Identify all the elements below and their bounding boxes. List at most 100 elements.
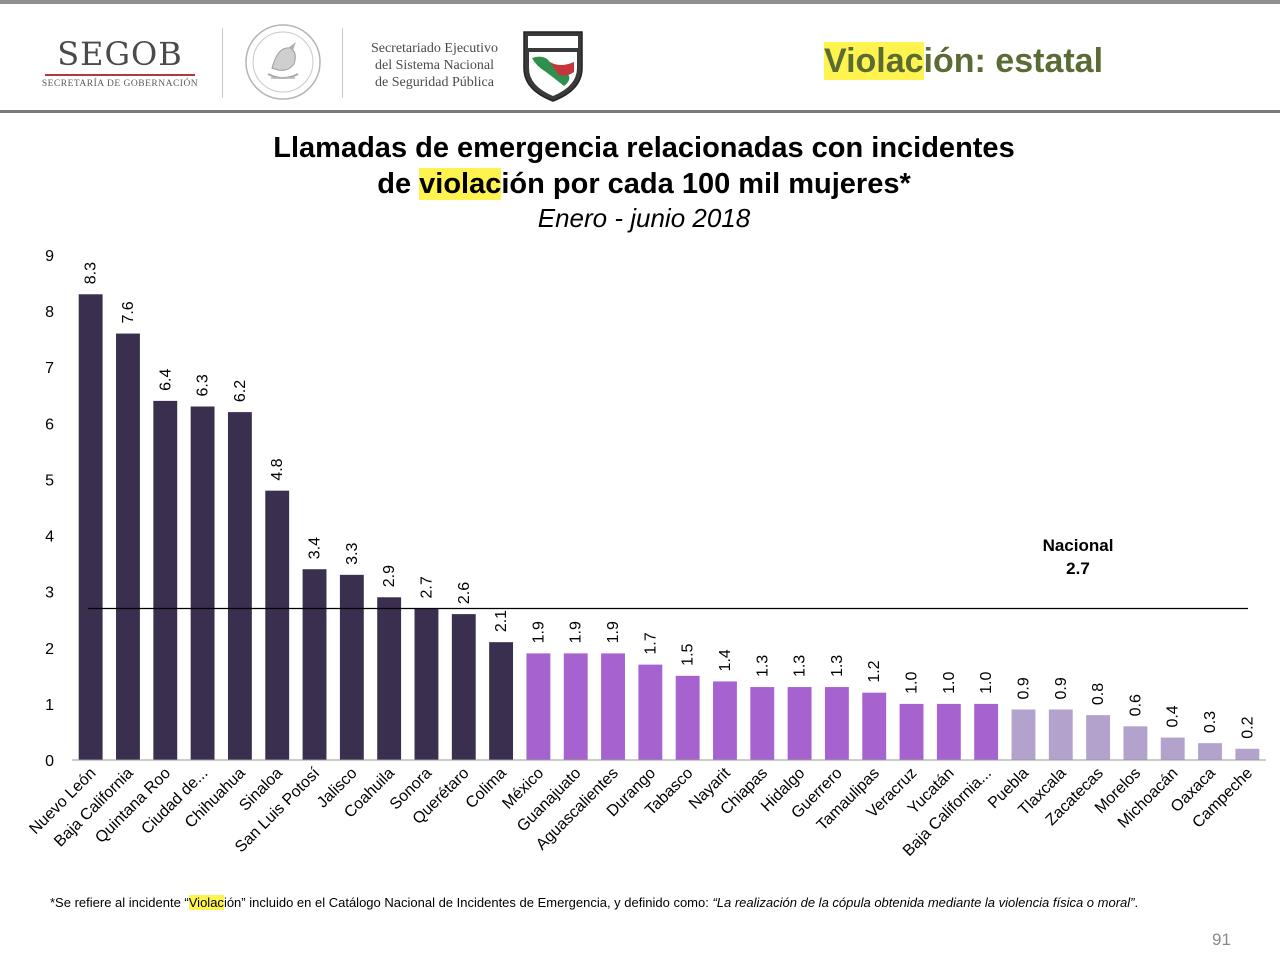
data-label: 1.9 [605, 621, 622, 643]
bar [1011, 709, 1036, 760]
bar [1048, 709, 1073, 760]
bar [227, 412, 252, 760]
bar [265, 490, 290, 760]
data-label: 7.6 [120, 301, 137, 323]
data-label: 6.2 [232, 380, 249, 402]
data-label: 1.9 [530, 621, 547, 643]
data-label: 6.4 [157, 369, 174, 391]
data-label: 1.4 [717, 649, 734, 671]
chart-title-line-1: Llamadas de emergencia relacionadas con … [273, 132, 1015, 164]
y-tick-label: 7 [45, 360, 54, 377]
slide-title-rest: ión: estatal [923, 42, 1104, 80]
chart-title-highlight: violac [419, 168, 502, 200]
data-label: 0.9 [1053, 677, 1070, 699]
sesnsp-name-line: Secretariado Ejecutivo [370, 41, 499, 56]
bar [787, 687, 812, 760]
data-label: 2.1 [493, 610, 510, 632]
bar [489, 642, 514, 760]
bar [601, 653, 625, 760]
sesnsp-name: Secretariado Ejecutivo del Sistema Nacio… [352, 40, 517, 91]
slide-title: Violación: estatal [824, 42, 1103, 81]
data-label: 0.8 [1090, 683, 1107, 705]
reference-line-value: 2.7 [1066, 559, 1090, 578]
reference-line-label: Nacional [1043, 536, 1114, 555]
y-tick-label: 1 [45, 697, 54, 714]
bar [824, 687, 849, 760]
bar [302, 569, 327, 760]
data-label: 3.4 [307, 537, 324, 559]
bar [750, 687, 775, 760]
bar [153, 400, 178, 760]
bar [974, 703, 999, 760]
data-label: 0.2 [1239, 716, 1256, 738]
slide-title-highlight: Violac [824, 42, 924, 80]
data-label: 1.7 [642, 632, 659, 654]
logo-divider [222, 28, 223, 98]
data-label: 8.3 [83, 262, 100, 284]
segob-logo-rule [45, 74, 195, 76]
bar [1086, 715, 1111, 760]
y-tick-label: 4 [45, 529, 54, 546]
segob-logo-subtitle: SECRETARÍA DE GOBERNACIÓN [41, 79, 199, 89]
data-label: 1.3 [792, 655, 809, 677]
data-label: 0.9 [1015, 677, 1032, 699]
sesnsp-shield-logo-icon [523, 31, 583, 102]
bar [1160, 737, 1185, 760]
y-tick-label: 9 [45, 248, 54, 265]
segob-logo-title: SEGOB [57, 35, 183, 73]
bar [414, 608, 439, 760]
bar [78, 294, 103, 760]
bar [675, 675, 700, 760]
top-border [0, 0, 1280, 4]
data-label: 2.7 [418, 576, 435, 598]
chart-title-post: ión por cada 100 mil mujeres* [501, 168, 911, 200]
footnote-mid: ión” incluido en el Catálogo Nacional de… [223, 895, 713, 910]
segob-logo: SEGOB SECRETARÍA DE GOBERNACIÓN [40, 36, 200, 89]
data-label: 1.5 [680, 643, 697, 665]
data-label: 3.3 [344, 542, 361, 564]
y-tick-label: 8 [45, 304, 54, 321]
footnote-highlight: Violac [188, 895, 224, 910]
bar [713, 681, 737, 760]
y-tick-label: 2 [45, 641, 54, 658]
footnote-pre: *Se refiere al incidente “ [50, 895, 189, 910]
bar [526, 653, 551, 760]
chart-subtitle: Enero - junio 2018 [537, 203, 751, 233]
data-label: 0.6 [1127, 694, 1144, 716]
header-divider [0, 110, 1280, 113]
bar [936, 703, 961, 760]
footnote-end: . [1134, 895, 1139, 910]
y-tick-label: 6 [45, 416, 54, 433]
page-number: 91 [1212, 930, 1231, 949]
bar [1235, 748, 1260, 760]
data-label: 2.6 [456, 582, 473, 604]
data-label: 1.2 [866, 660, 883, 682]
footnote: *Se refiere al incidente “Violación” inc… [50, 894, 1190, 912]
data-label: 1.0 [941, 672, 958, 694]
bar [377, 597, 402, 760]
data-label: 0.4 [1165, 705, 1182, 727]
sesnsp-name-line: de Seguridad Pública [375, 75, 494, 90]
bar [339, 574, 364, 760]
bar [116, 333, 140, 760]
chart-title-line-2: de violación por cada 100 mil mujeres* [0, 166, 1280, 202]
y-tick-label: 3 [45, 585, 54, 602]
mexican-coat-of-arms-seal-icon [245, 24, 321, 100]
data-label: 1.0 [904, 672, 921, 694]
data-label: 0.3 [1202, 711, 1219, 733]
data-label: 1.0 [978, 672, 995, 694]
logo-divider [342, 28, 343, 98]
footnote-quote: “La realización de la cópula obtenida me… [712, 895, 1135, 910]
data-label: 1.3 [829, 655, 846, 677]
data-label: 1.9 [568, 621, 585, 643]
y-tick-label: 0 [45, 753, 54, 770]
bar [190, 406, 215, 760]
bar [1123, 726, 1148, 760]
bar [862, 692, 887, 760]
y-tick-label: 5 [45, 472, 54, 489]
chart-title-pre: de [377, 168, 420, 200]
sesnsp-name-line: del Sistema Nacional [375, 58, 494, 73]
data-label: 2.9 [381, 565, 398, 587]
bar [563, 653, 588, 760]
